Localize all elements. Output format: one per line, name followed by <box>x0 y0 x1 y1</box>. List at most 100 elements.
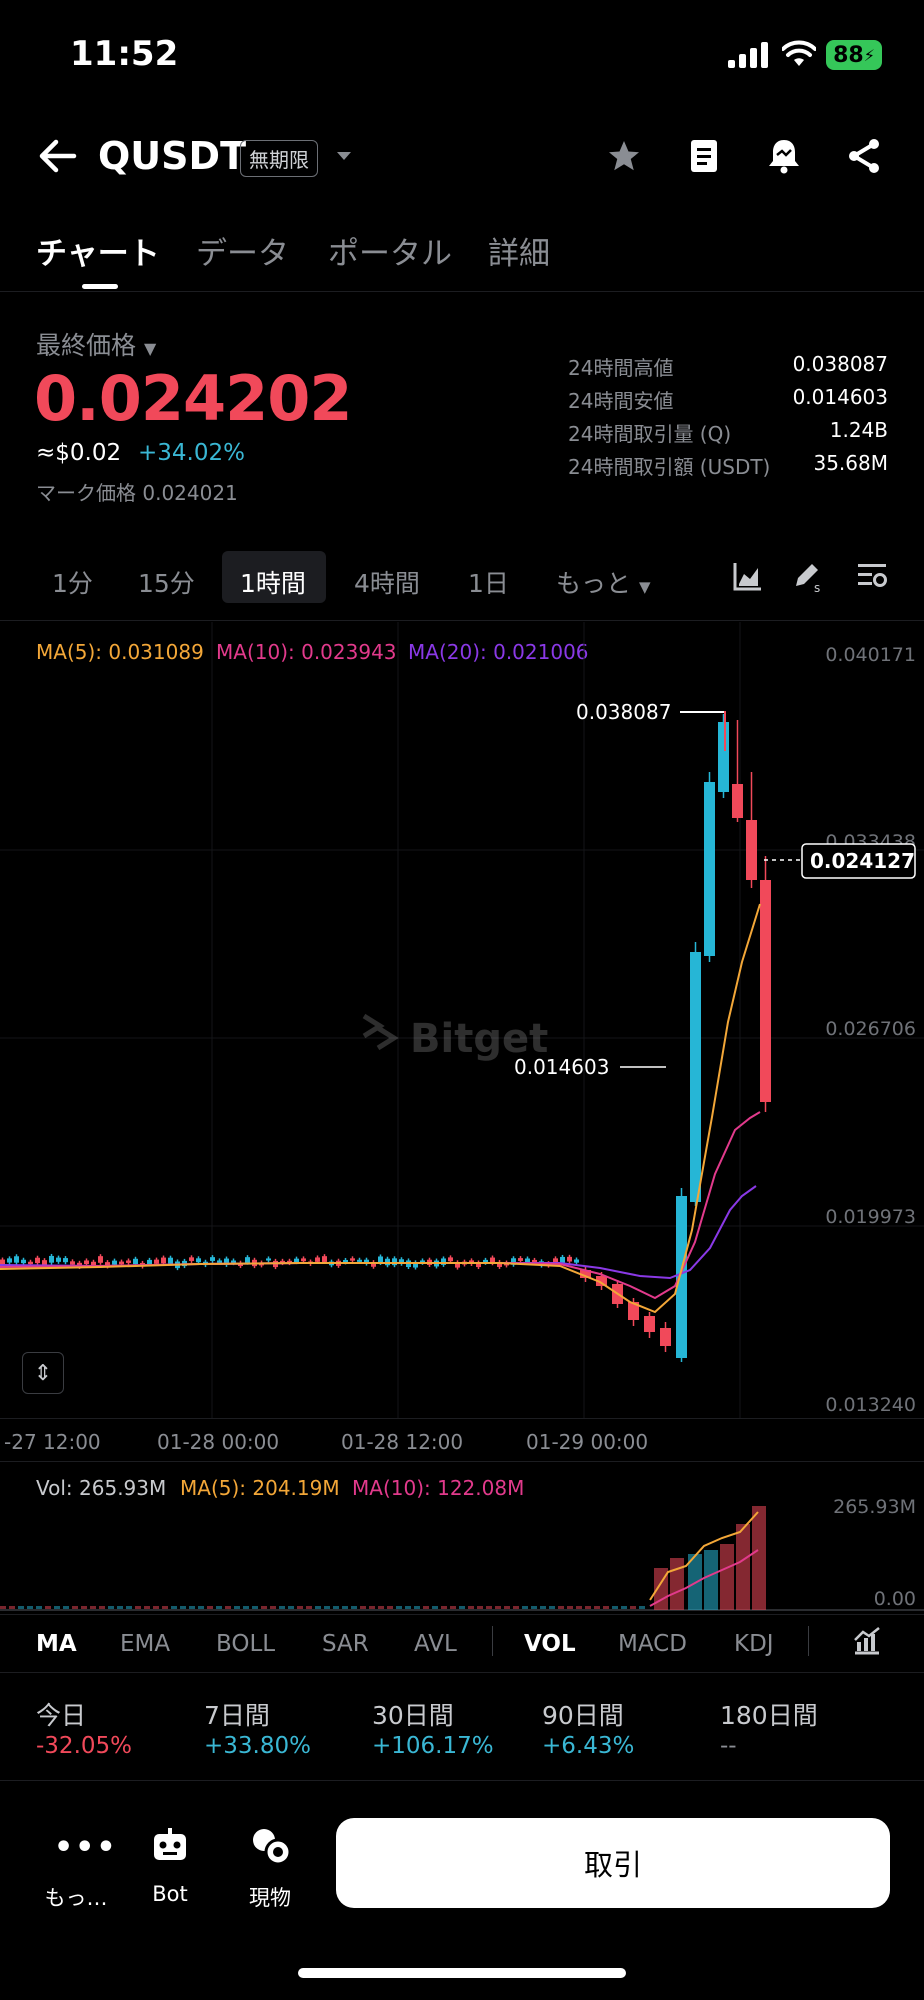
low-marker-label: 0.014603 <box>514 1055 609 1079</box>
bot-icon[interactable] <box>150 1828 190 1864</box>
candle <box>532 1259 537 1263</box>
candle <box>660 1328 671 1346</box>
indicator-avl[interactable]: AVL <box>414 1631 457 1657</box>
volume-bar <box>387 1606 393 1609</box>
interval-4h[interactable]: 4時間 <box>354 569 420 598</box>
vol-label: Vol: 265.93M <box>36 1476 167 1500</box>
expand-toggle-button[interactable]: ⇕ <box>22 1352 64 1394</box>
candle <box>105 1262 110 1267</box>
nav-more-label[interactable]: もっ… <box>44 1886 108 1910</box>
ma10-label: MA(10): 0.023943 <box>216 640 397 664</box>
volume-bar <box>108 1606 114 1609</box>
candle <box>574 1259 579 1263</box>
candle <box>301 1258 306 1262</box>
interval-15m[interactable]: 15分 <box>138 569 195 598</box>
tab-details[interactable]: 詳細 <box>488 236 550 272</box>
volume-bar <box>504 1606 510 1609</box>
volume-bar <box>531 1606 537 1609</box>
indicator-boll[interactable]: BOLL <box>216 1631 276 1657</box>
indicator-macd[interactable]: MACD <box>618 1631 687 1657</box>
nav-spot-label[interactable]: 現物 <box>249 1886 291 1910</box>
candle <box>119 1261 124 1265</box>
candle <box>112 1260 117 1265</box>
candle <box>553 1258 558 1263</box>
trade-button[interactable]: 取引 <box>336 1818 890 1908</box>
chart-type-icon[interactable] <box>732 560 764 592</box>
candle <box>161 1257 166 1264</box>
volume-bar <box>243 1606 249 1609</box>
stat-low-label: 24時間安値 <box>568 389 674 413</box>
chart-settings-icon[interactable] <box>856 560 888 592</box>
candle <box>245 1257 250 1263</box>
last-price-label[interactable]: 最終価格 ▼ <box>36 331 157 360</box>
draw-tool-icon[interactable]: s <box>792 560 826 594</box>
vol-ma5-label: MA(5): 204.19M <box>180 1476 340 1500</box>
spot-coins-icon[interactable] <box>250 1826 292 1866</box>
svg-text:s: s <box>814 581 820 594</box>
volume-bar <box>252 1606 258 1609</box>
volume-bar <box>639 1606 645 1609</box>
volume-bar <box>27 1606 33 1609</box>
candle <box>322 1256 327 1262</box>
vol-ma10-line <box>649 1549 759 1607</box>
indicator-ma[interactable]: MA <box>36 1631 77 1657</box>
indicator-ema[interactable]: EMA <box>120 1631 171 1657</box>
status-time: 11:52 <box>70 34 179 74</box>
interval-1h[interactable]: 1時間 <box>240 569 306 598</box>
stat-volume-value: 1.24B <box>829 418 888 442</box>
interval-1m[interactable]: 1分 <box>52 569 93 598</box>
volume-bar <box>567 1606 573 1609</box>
volume-bar <box>752 1506 766 1610</box>
candle <box>596 1276 607 1286</box>
bell-icon[interactable] <box>766 136 802 174</box>
candle <box>385 1258 390 1266</box>
document-icon[interactable] <box>688 138 720 174</box>
candle <box>420 1260 425 1263</box>
candle <box>287 1260 292 1264</box>
stat-high-value: 0.038087 <box>792 352 888 376</box>
ma20-label: MA(20): 0.021006 <box>408 640 589 664</box>
tab-data[interactable]: データ <box>196 236 289 272</box>
candle <box>196 1258 201 1263</box>
interval-1d[interactable]: 1日 <box>468 569 509 598</box>
indicator-divider-2 <box>808 1626 809 1656</box>
candle <box>690 952 701 1202</box>
candle <box>732 784 743 818</box>
volume-bar <box>9 1606 15 1609</box>
volume-bar <box>72 1606 78 1609</box>
stat-turnover-label: 24時間取引額 (USDT) <box>568 455 771 479</box>
candle <box>644 1316 655 1332</box>
volume-bar <box>558 1606 564 1609</box>
nav-bot-label[interactable]: Bot <box>152 1882 188 1906</box>
candlestick-chart[interactable]: Bitget 0.038087 0.014603 0.024127 <box>0 622 924 1418</box>
share-icon[interactable] <box>846 138 882 174</box>
symbol-title[interactable]: QUSDT <box>98 134 246 178</box>
back-arrow-icon[interactable] <box>38 138 78 174</box>
candle <box>760 880 771 1102</box>
usd-price: ≈$0.02 <box>36 440 122 466</box>
indicator-vol[interactable]: VOL <box>524 1631 576 1657</box>
vol-y-tick-1: 265.93M <box>833 1496 916 1518</box>
chevron-down-icon[interactable] <box>336 150 352 162</box>
candle <box>84 1260 89 1265</box>
candle <box>448 1257 453 1262</box>
tab-underline <box>82 284 118 289</box>
perf-today-value: -32.05% <box>36 1733 132 1759</box>
volume-bar <box>378 1606 384 1609</box>
volume-bar <box>630 1606 636 1609</box>
more-icon[interactable]: ••• <box>54 1830 118 1865</box>
candle <box>126 1260 131 1263</box>
volume-bar <box>612 1606 618 1609</box>
bitget-watermark: Bitget <box>362 1013 548 1062</box>
indicator-sar[interactable]: SAR <box>322 1631 369 1657</box>
star-icon[interactable] <box>606 138 642 174</box>
candle <box>91 1261 96 1266</box>
volume-bar <box>171 1606 177 1609</box>
tab-portal[interactable]: ポータル <box>328 236 452 272</box>
indicator-kdj[interactable]: KDJ <box>734 1631 774 1657</box>
vol-y-tick-2: 0.00 <box>873 1588 916 1610</box>
volume-bar <box>144 1606 150 1609</box>
interval-more[interactable]: もっと ▼ <box>556 569 651 598</box>
indicator-settings-icon[interactable] <box>852 1626 882 1656</box>
tab-chart[interactable]: チャート <box>36 236 160 272</box>
